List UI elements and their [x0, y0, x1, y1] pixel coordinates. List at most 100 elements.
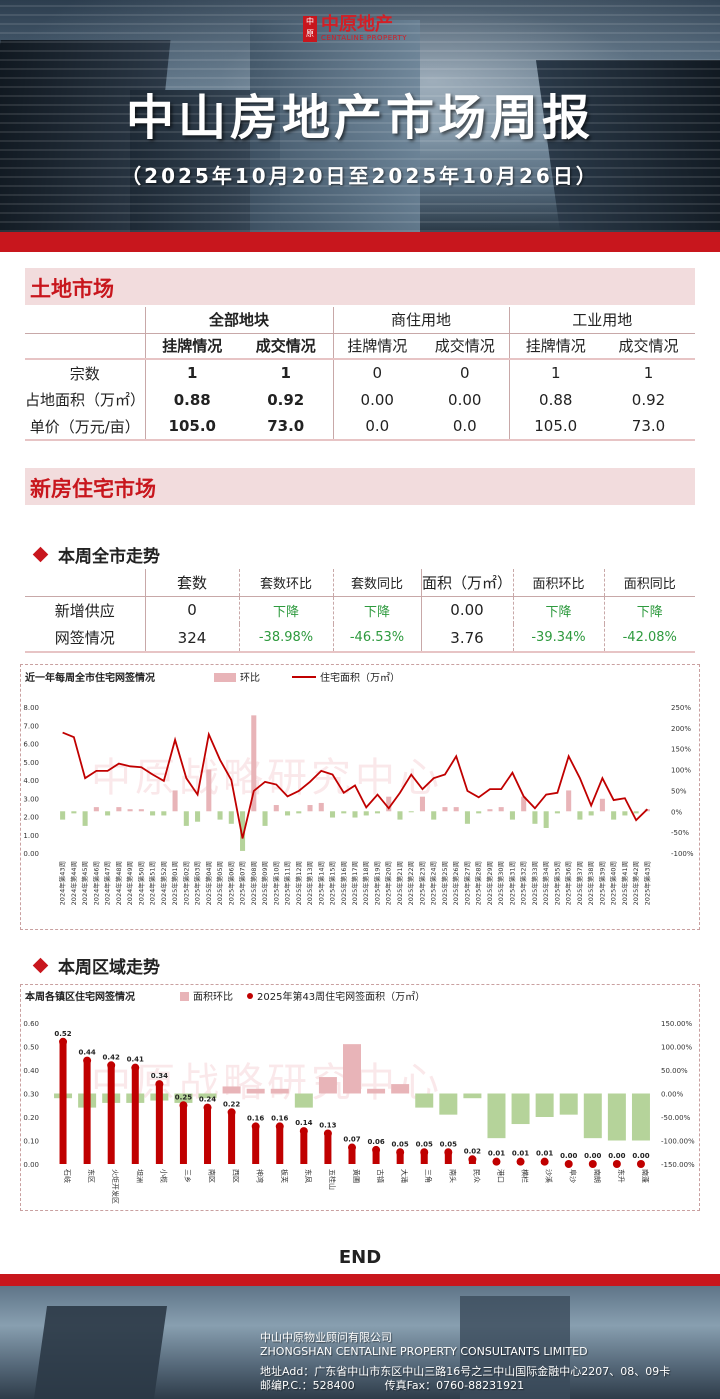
data-point [636, 1160, 645, 1168]
y2-tick-label: 250% [671, 704, 691, 712]
bar [633, 811, 639, 814]
x-tick-label: 2025年第10周 [271, 861, 280, 905]
data-point [588, 1160, 597, 1168]
data-label: 0.13 [319, 1121, 336, 1129]
data-label: 0.25 [175, 1093, 192, 1101]
table-cell: 105.0 [144, 413, 239, 441]
value-bar [59, 1041, 67, 1164]
row-label: 单价（万元/亩） [25, 413, 145, 441]
bar [183, 811, 189, 826]
table-cell: 下降 [332, 596, 421, 624]
fax: 传真Fax：0760-88231921 [384, 1379, 525, 1392]
data-label: 0.00 [560, 1152, 577, 1160]
bar [329, 811, 336, 818]
legend-label: 2025年第43周住宅网签面积（万㎡） [257, 990, 425, 1003]
legend-bar-swatch [214, 673, 236, 682]
x-tick-label: 2025年第26周 [451, 861, 460, 905]
data-label: 0.41 [127, 1056, 144, 1064]
data-point [372, 1145, 381, 1154]
value-bar [300, 1131, 308, 1164]
value-bar [155, 1084, 163, 1164]
column-header: 面积环比 [512, 569, 604, 597]
x-tick-label: 黄圃 [352, 1169, 361, 1183]
table-cell: 324 [144, 624, 239, 653]
end-marker: END [338, 1247, 382, 1268]
y-tick-label: 7.00 [23, 722, 39, 730]
y-tick-label: 0.00 [23, 850, 39, 858]
x-tick-label: 沙溪 [545, 1169, 554, 1183]
legend-point-swatch [247, 993, 253, 999]
data-point [492, 1157, 501, 1166]
value-bar [420, 1152, 428, 1164]
x-tick-label: 2025年第21周 [395, 861, 404, 905]
table-cell: 0.00 [448, 390, 482, 409]
x-tick-label: 2025年第25周 [440, 861, 449, 905]
table-cell: 73.0 [602, 413, 695, 441]
housing-section-header: 新房住宅市场 [25, 468, 695, 505]
x-tick-label: 2025年第33周 [530, 861, 539, 905]
y2-tick-label: 50.00% [661, 1067, 688, 1075]
data-label: 0.05 [440, 1140, 457, 1148]
bar [397, 811, 403, 820]
x-tick-label: 2025年第24周 [429, 861, 438, 905]
bar [318, 1077, 337, 1094]
weekly-trend-svg: 近一年每周全市住宅网签情况 环比 住宅面积（万㎡） 8.00 7.00 6.00 5.00 4… [23, 671, 693, 905]
bar [262, 811, 268, 826]
bar [294, 1093, 313, 1108]
x-tick-label: 2025年第39周 [597, 861, 606, 905]
bar [577, 811, 583, 820]
table-row: 单价（万元/亩） 105.0 73.0 0.0 0.0 105.0 73.0 [25, 413, 695, 441]
x-tick-label: 2024年第50周 [136, 861, 145, 905]
data-point [299, 1127, 308, 1136]
table-cell: 0 [459, 364, 470, 382]
header-divider [0, 232, 720, 252]
x-tick-label: 阜沙 [569, 1169, 578, 1183]
row-label: 新增供应 [54, 601, 115, 620]
bar [195, 811, 201, 822]
x-tick-label: 2025年第16周 [339, 861, 348, 905]
y2-tick-label: -50% [671, 829, 689, 837]
bar [532, 811, 538, 824]
data-label: 0.16 [271, 1114, 288, 1122]
data-point [59, 1037, 68, 1046]
bar [566, 790, 572, 812]
bar [521, 796, 527, 812]
bar [174, 1093, 193, 1103]
table-cell: 0.00 [420, 596, 513, 624]
table-cell: 0 [144, 596, 239, 624]
data-point [540, 1157, 549, 1166]
data-point [323, 1129, 332, 1138]
week-market-table: 套数 套数环比 套数同比 面积（万㎡） 面积环比 面积同比 新增供应 0 下降 … [25, 569, 695, 653]
logo-text: 中原地产 [321, 14, 393, 35]
x-tick-label: 港口 [496, 1169, 505, 1183]
report-date-range: （2025年10月20日至2025年10月26日） [121, 164, 599, 188]
x-tick-label: 东升 [617, 1169, 626, 1183]
data-label: 0.22 [223, 1100, 240, 1108]
x-tick-label: 2025年第11周 [283, 861, 292, 905]
bar [476, 811, 482, 814]
x-tick-label: 西区 [232, 1169, 240, 1183]
legend-label: 住宅面积（万㎡） [320, 671, 400, 684]
x-tick-label: 2024年第45周 [80, 861, 89, 905]
x-tick-label: 2025年第09周 [260, 861, 269, 905]
diamond-icon [32, 546, 49, 563]
bar [391, 1084, 410, 1094]
watermark: 中原战略研究中心 [91, 1060, 443, 1106]
bar [367, 1088, 386, 1094]
x-tick-label: 2025年第31周 [507, 861, 516, 905]
data-label: 0.42 [103, 1053, 120, 1061]
bar [251, 715, 257, 812]
land-market-table: 全部地块 商住用地 工业用地 挂牌情况 成交情况 挂牌情况 成交情况 挂牌情况 … [25, 307, 695, 441]
data-point [251, 1122, 260, 1131]
bar [588, 811, 594, 816]
x-tick-label: 2025年第19周 [372, 861, 381, 905]
table-cell: 1 [643, 364, 654, 382]
y-tick-label: 6.00 [23, 741, 39, 749]
x-tick-label: 2025年第20周 [384, 861, 393, 905]
table-row: 占地面积（万㎡） 0.88 0.92 0.00 0.00 0.88 0.92 [25, 386, 695, 413]
x-tick-label: 2025年第23周 [417, 861, 426, 905]
x-tick-label: 2025年第32周 [519, 861, 528, 905]
footer-divider [0, 1274, 720, 1286]
legend-bar-swatch [180, 992, 189, 1001]
table-cell: 0.92 [267, 390, 305, 409]
